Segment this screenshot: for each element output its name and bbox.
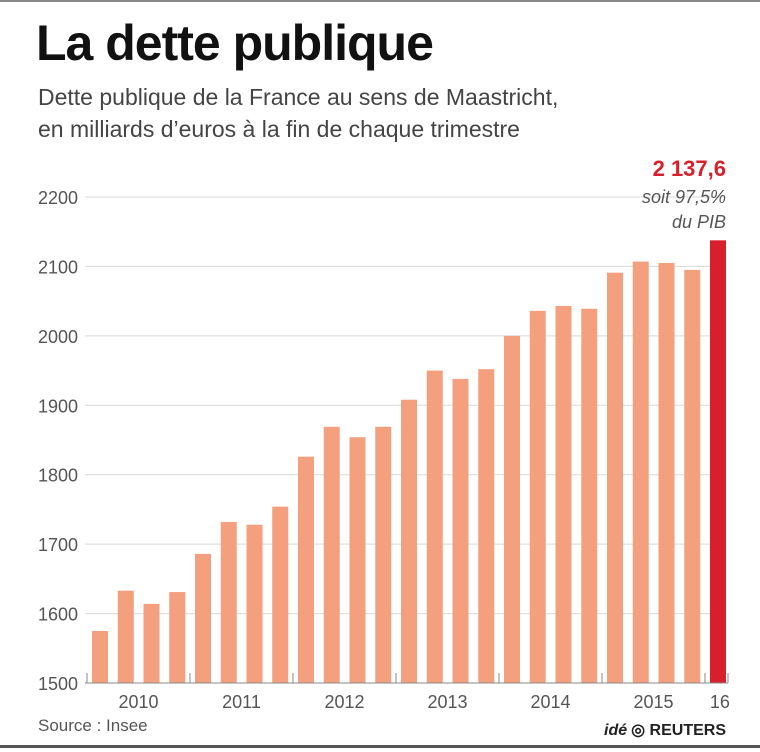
bar: [452, 378, 469, 683]
logo-globe-icon: ◎: [631, 722, 650, 739]
x-tick-label: 2012: [324, 692, 364, 712]
bar: [658, 262, 675, 683]
bar: [555, 306, 572, 683]
annotation-pct: soit 97,5%: [642, 187, 726, 207]
bar: [323, 426, 340, 683]
source-note: Source : Insee: [38, 716, 148, 735]
y-tick-label: 2000: [38, 327, 78, 347]
y-tick-label: 1600: [38, 605, 78, 625]
bar: [246, 524, 263, 683]
x-tick-label: 2015: [633, 692, 673, 712]
bar: [478, 369, 495, 683]
top-rule: [0, 0, 760, 2]
bar: [401, 399, 417, 683]
logo-text: REUTERS: [649, 722, 726, 739]
bar: [504, 335, 520, 683]
x-tick-label: 2010: [118, 692, 158, 712]
bar: [375, 426, 392, 683]
bottom-rule: [0, 745, 760, 748]
bar: [272, 506, 289, 683]
x-tick-label: 16: [710, 692, 730, 712]
logo-prefix: idé: [604, 722, 628, 739]
bar: [529, 310, 546, 683]
bar: [426, 370, 443, 683]
y-tick-label: 2200: [38, 188, 78, 208]
y-tick-label: 2100: [38, 257, 78, 277]
bar: [92, 630, 108, 683]
chart-subtitle-line2: en milliards d’euros à la fin de chaque …: [38, 116, 520, 142]
y-tick-label: 1700: [38, 535, 78, 555]
y-tick-label: 1900: [38, 396, 78, 416]
bar: [632, 261, 649, 683]
y-tick-label: 1800: [38, 466, 78, 486]
y-tick-label: 1500: [38, 674, 78, 694]
bar: [298, 456, 314, 683]
x-tick-label: 2014: [530, 692, 570, 712]
annotation-value: 2 137,6: [653, 156, 726, 181]
bar: [169, 592, 186, 683]
bar: [684, 269, 701, 683]
bar: [607, 272, 623, 683]
x-tick-label: 2013: [427, 692, 467, 712]
bar: [581, 308, 598, 683]
chart-subtitle-line1: Dette publique de la France au sens de M…: [38, 84, 559, 110]
chart-title: La dette publique: [36, 15, 434, 71]
bar: [220, 521, 237, 683]
reuters-logo: idé ◎ REUTERS: [604, 720, 726, 740]
annotation-pib: du PIB: [672, 212, 726, 232]
bar: [143, 603, 160, 683]
x-tick-label: 2011: [222, 692, 261, 712]
bar: [349, 437, 366, 683]
bar: [710, 240, 726, 683]
bar: [195, 553, 211, 683]
bar: [117, 590, 134, 683]
